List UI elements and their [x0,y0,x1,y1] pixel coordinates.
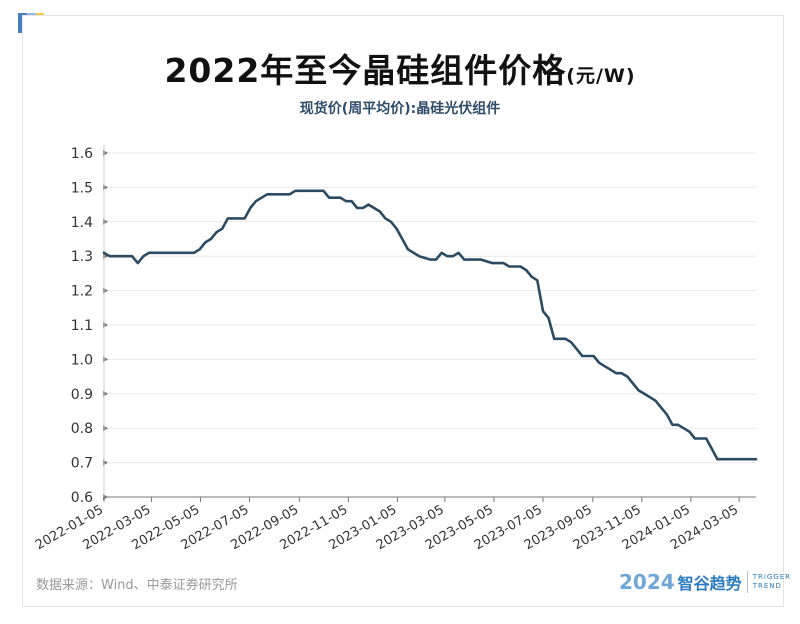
y-tick-label: 1.4 [71,215,93,231]
y-tick-label: 0.7 [71,456,93,472]
logo-year: 2024 [619,570,675,594]
data-source-note: 数据来源：Wind、中泰证券研究所 [36,578,238,593]
chart-subtitle: 现货价(周平均价):晶硅光伏组件 [299,101,501,117]
y-tick-label: 1.2 [71,284,93,300]
logo-brand-name: 智谷趋势 [677,574,742,593]
chart-title: 2022年至今晶硅组件价格(元/W) [0,44,800,92]
y-tick-label: 0.6 [71,490,93,506]
series-line [102,189,758,461]
y-tick-label: 0.9 [71,387,93,403]
trigger-trend-logo: 2024 智谷趋势 TRIGGER TREND [619,569,791,595]
y-tick-label: 0.8 [71,421,93,437]
chart-title-text: 2022年至今晶硅组件价格 [164,51,567,90]
logo-divider [746,571,748,593]
y-tick-label: 1.0 [71,352,93,368]
y-tick-label: 1.1 [71,318,93,334]
logo-english: TRIGGER TREND [753,573,791,591]
chart-title-unit: (元/W) [566,65,636,87]
logo-english-line-1: TRIGGER [752,573,792,581]
logo-english-line-2: TREND [752,582,782,590]
y-tick-label: 1.6 [71,146,93,162]
chart-card [22,15,784,607]
y-tick-label: 1.5 [71,180,93,196]
y-tick-label: 1.3 [71,249,93,265]
